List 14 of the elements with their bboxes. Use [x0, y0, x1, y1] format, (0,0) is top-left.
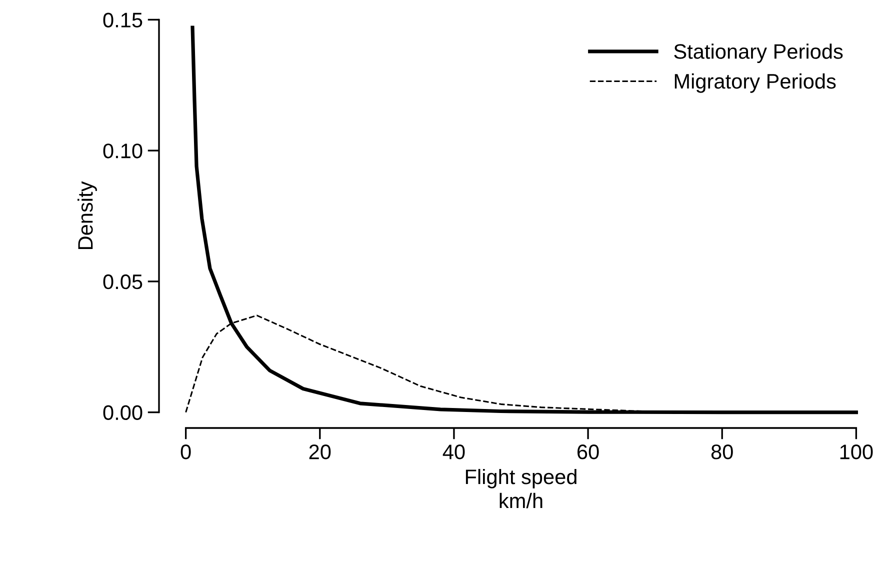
legend-label: Migratory Periods	[674, 73, 836, 93]
x-tick-label: 60	[578, 444, 599, 460]
x-tick-label: 100	[840, 444, 873, 460]
legend-label: Stationary Periods	[674, 44, 843, 64]
y-tick-label: 0.00	[103, 405, 142, 420]
x-tick-label: 80	[711, 444, 733, 460]
x-axis-title: Flight speed km/h	[466, 468, 576, 508]
y-tick-label: 0.15	[103, 12, 142, 28]
y-tick-label: 0.05	[103, 274, 142, 290]
x-tick-label: 20	[309, 444, 331, 460]
y-tick-label: 0.10	[103, 144, 142, 158]
x-tick-label: 0	[180, 444, 191, 460]
y-axis-title: Density	[78, 181, 97, 250]
x-tick-label: 40	[442, 444, 465, 460]
